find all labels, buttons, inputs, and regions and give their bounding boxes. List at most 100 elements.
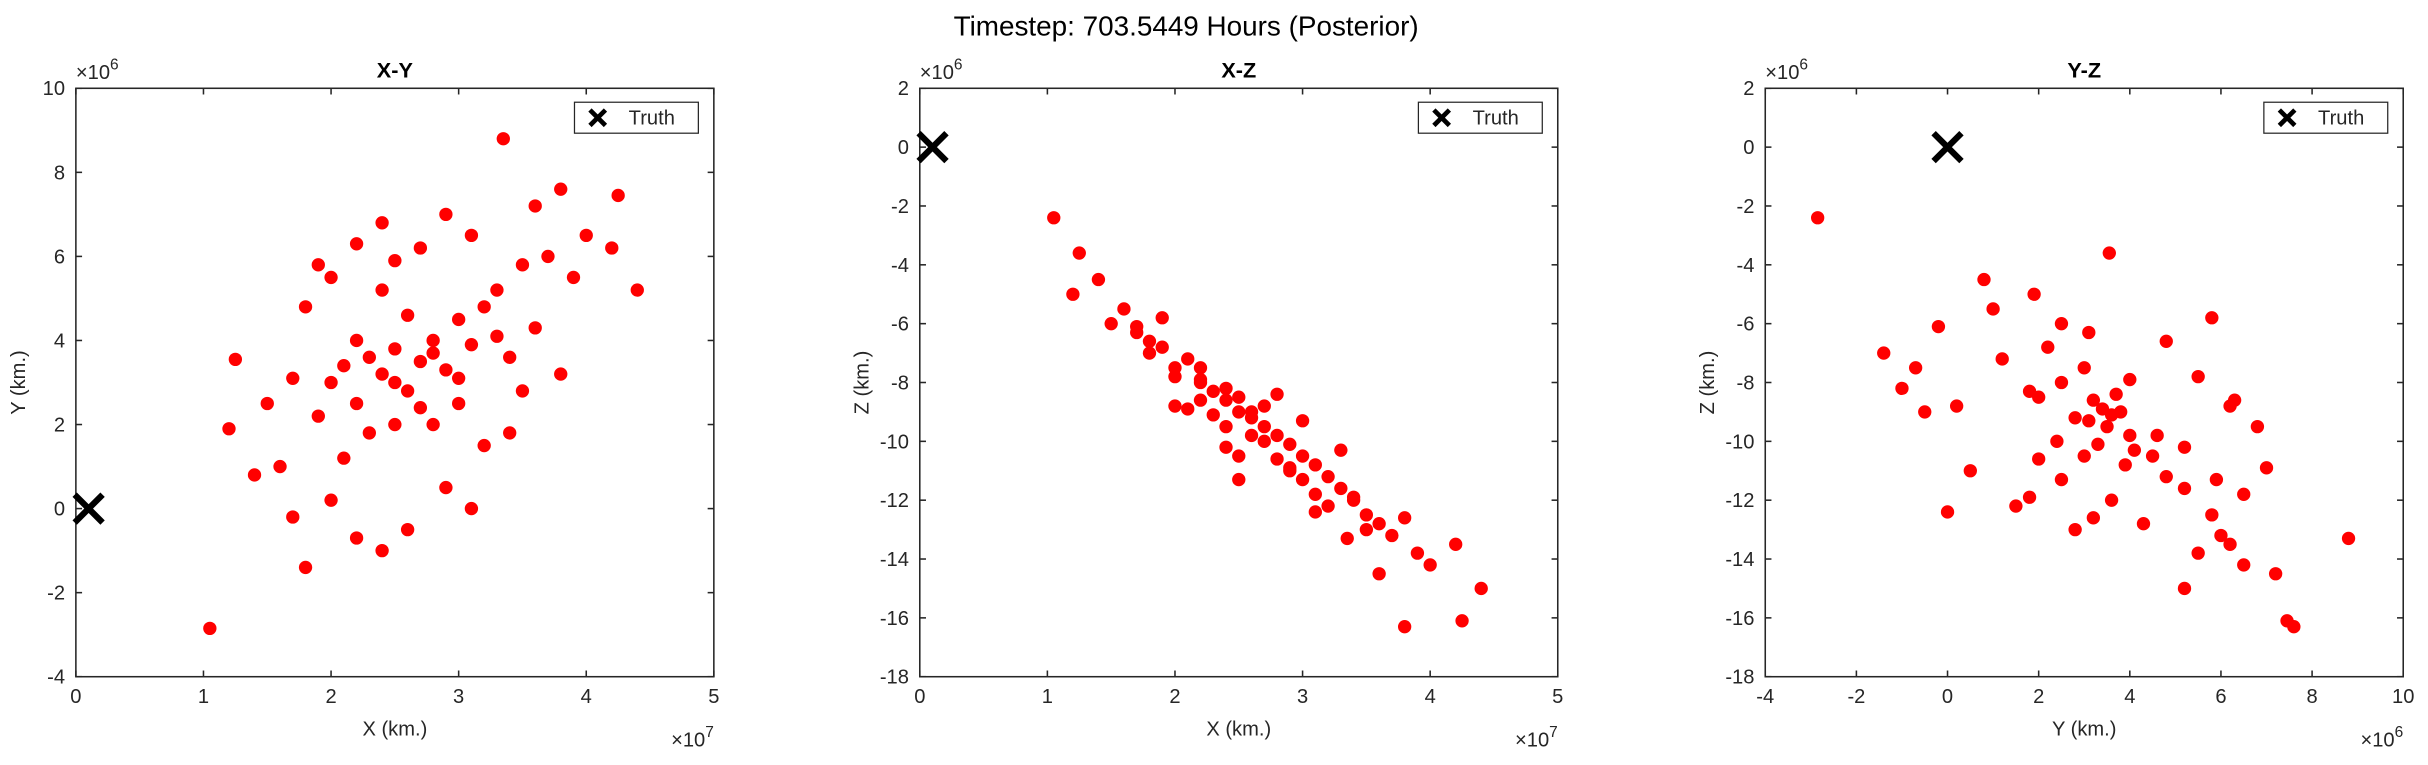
y-exponent-base: ×10	[76, 62, 110, 84]
particle	[1181, 352, 1195, 366]
particle	[1295, 449, 1310, 463]
y-tick-label: 0	[1743, 137, 1754, 159]
x-tick-label: 4	[581, 686, 592, 708]
particle	[2054, 375, 2069, 390]
particle	[464, 501, 479, 516]
particle	[1995, 352, 2009, 366]
legend-label: Truth	[629, 108, 675, 130]
y-tick-label: -12	[880, 490, 909, 512]
x-tick-label: 8	[2306, 686, 2317, 708]
particle	[1244, 405, 1259, 419]
particle	[2159, 334, 2173, 348]
particle	[1334, 443, 1348, 457]
particle	[1257, 419, 1271, 434]
particle	[2068, 411, 2082, 425]
y-tick-label: -6	[1737, 314, 1755, 336]
particle	[1295, 472, 1310, 487]
particle	[1155, 340, 1169, 354]
particle	[400, 384, 415, 398]
particle	[1308, 505, 1322, 519]
particle	[1257, 434, 1271, 449]
y-tick-label: -2	[47, 583, 65, 605]
y-tick-label: -10	[880, 431, 909, 453]
particle	[2086, 393, 2101, 407]
particle	[2041, 340, 2055, 354]
particle	[2280, 614, 2294, 628]
x-tick-label: -4	[1756, 686, 1774, 708]
particle	[1372, 517, 1386, 531]
x-exponent-base: ×10	[2360, 729, 2394, 751]
particle	[1270, 452, 1284, 466]
particle	[566, 270, 581, 285]
particle	[2341, 531, 2356, 546]
particle	[2250, 419, 2265, 434]
particle	[464, 338, 479, 352]
x-exponent-base: ×10	[1515, 729, 1549, 751]
y-tick-label: -14	[1725, 549, 1754, 571]
particle	[503, 350, 517, 364]
y-tick-label: 6	[54, 246, 65, 268]
particle	[1193, 372, 1208, 387]
particle	[349, 531, 364, 545]
particle	[477, 438, 491, 453]
particle	[1270, 428, 1284, 443]
particle	[298, 300, 313, 314]
legend-label: Truth	[2318, 108, 2364, 130]
particle	[1219, 381, 1233, 396]
x-exponent-power: 6	[2395, 724, 2404, 741]
particle	[311, 409, 325, 423]
particle	[1283, 464, 1297, 478]
particle	[605, 241, 619, 255]
particle	[349, 333, 364, 348]
particle	[1193, 393, 1208, 407]
particle	[1219, 393, 1233, 407]
particle	[1334, 481, 1348, 496]
particle	[1072, 246, 1086, 260]
particle	[1811, 211, 1825, 225]
particle	[451, 396, 466, 411]
particle	[503, 426, 517, 440]
particle	[2214, 528, 2228, 543]
particle	[1321, 499, 1335, 513]
legend-label: Truth	[1473, 108, 1519, 130]
particle	[413, 401, 428, 415]
y-tick-label: -8	[891, 372, 909, 394]
particle	[1047, 211, 1061, 225]
particle	[1193, 361, 1208, 375]
legend-marker	[588, 108, 608, 128]
particle	[439, 363, 453, 377]
particle	[1397, 620, 1412, 634]
particle	[2227, 393, 2242, 407]
particle	[2159, 469, 2173, 484]
particle	[630, 283, 644, 297]
particle	[1986, 302, 2000, 316]
y-tick-label: -8	[1737, 372, 1755, 394]
y-tick-label: -2	[891, 196, 909, 218]
particle	[1142, 346, 1157, 360]
particle	[579, 228, 593, 243]
legend-marker	[1432, 108, 1452, 128]
particle	[2145, 449, 2160, 463]
x-exponent-base: ×10	[671, 729, 705, 751]
x-tick-label: 1	[198, 686, 209, 708]
x-exponent: ×107	[1515, 724, 1558, 751]
particle	[2209, 472, 2224, 487]
particle	[375, 367, 389, 381]
particle	[528, 199, 542, 213]
x-tick-label: 0	[70, 686, 81, 708]
x-exponent: ×107	[671, 724, 714, 751]
particle	[1308, 487, 1322, 501]
particle	[311, 258, 325, 272]
particle	[464, 228, 479, 243]
y-exponent-power: 6	[110, 57, 119, 74]
particle	[439, 207, 453, 222]
particle	[2086, 511, 2101, 525]
y-exponent-power: 6	[1799, 57, 1808, 74]
particle	[375, 216, 389, 230]
particle	[1244, 428, 1259, 443]
particle	[515, 384, 530, 398]
particle	[400, 522, 415, 537]
particle	[324, 493, 338, 507]
particle	[1449, 537, 1463, 551]
